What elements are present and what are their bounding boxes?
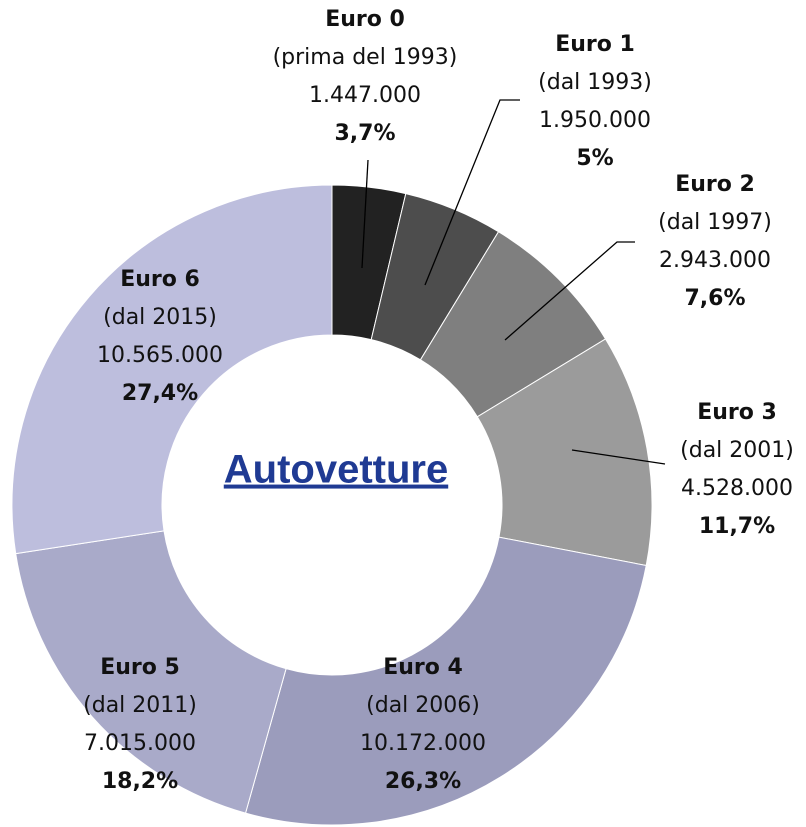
- slice: [11, 184, 333, 555]
- label-count: 10.172.000: [360, 731, 486, 756]
- label-period: (dal 2015): [103, 305, 217, 330]
- label-count: 4.528.000: [681, 476, 793, 501]
- slice: [244, 536, 647, 826]
- label-count: 1.447.000: [309, 83, 421, 108]
- label-period: (dal 1993): [538, 70, 652, 95]
- label-name: Euro 2: [675, 172, 755, 197]
- label-period: (dal 1997): [658, 210, 772, 235]
- label-percent: 27,4%: [122, 381, 198, 406]
- label-period: (dal 2001): [680, 438, 794, 463]
- label-percent: 26,3%: [385, 769, 461, 794]
- label-percent: 18,2%: [102, 769, 178, 794]
- label-percent: 5%: [576, 146, 613, 171]
- chart-title: Autovetture: [224, 448, 448, 492]
- label-name: Euro 1: [555, 32, 635, 57]
- leader-line: [424, 99, 520, 286]
- label-count: 2.943.000: [659, 248, 771, 273]
- label-count: 10.565.000: [97, 343, 223, 368]
- label-percent: 3,7%: [334, 121, 395, 146]
- label-period: (prima del 1993): [273, 45, 458, 70]
- label-name: Euro 0: [325, 7, 405, 32]
- label-name: Euro 5: [100, 655, 180, 680]
- label-count: 7.015.000: [84, 731, 196, 756]
- slice: [15, 530, 287, 814]
- slices: [11, 184, 653, 826]
- leader-line: [504, 241, 635, 341]
- leader-line: [361, 159, 369, 269]
- label-percent: 7,6%: [684, 286, 745, 311]
- label-name: Euro 4: [383, 655, 463, 680]
- label-period: (dal 2011): [83, 693, 197, 718]
- label-period: (dal 2006): [366, 693, 480, 718]
- label-count: 1.950.000: [539, 108, 651, 133]
- label-name: Euro 3: [697, 400, 777, 425]
- leader-line: [571, 449, 666, 465]
- label-name: Euro 6: [120, 267, 200, 292]
- label-percent: 11,7%: [699, 514, 775, 539]
